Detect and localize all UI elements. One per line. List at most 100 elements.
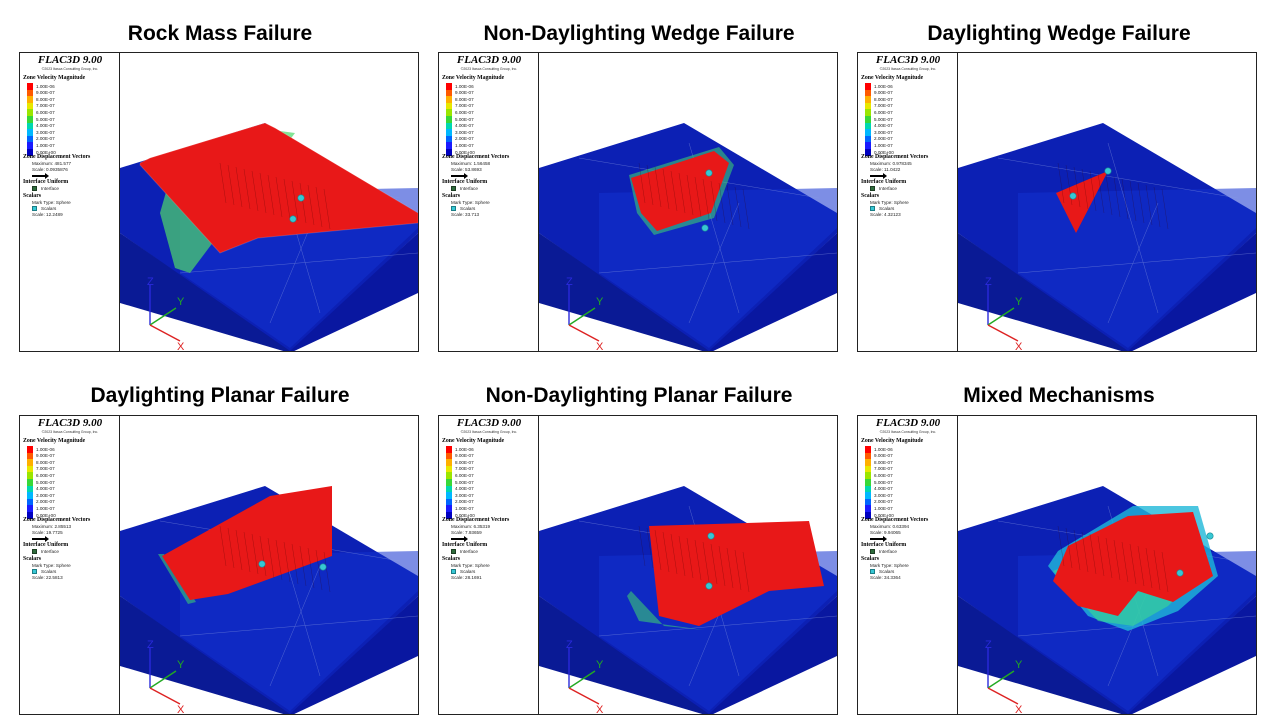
velocity-level: 6.00E-07 bbox=[36, 109, 55, 115]
color-swatch bbox=[865, 452, 871, 460]
axis-y-label: Y bbox=[177, 296, 185, 308]
axis-triad bbox=[149, 648, 181, 705]
velocity-level: 3.00E-07 bbox=[36, 492, 55, 498]
color-swatch bbox=[27, 109, 33, 116]
velocity-level: 5.00E-07 bbox=[874, 116, 893, 122]
velocity-level: 6.00E-07 bbox=[455, 472, 474, 478]
scalar-sphere-icon bbox=[705, 169, 713, 177]
interface-item: Interface bbox=[879, 186, 897, 191]
scalar-sphere-icon bbox=[289, 215, 297, 223]
color-swatch bbox=[865, 109, 871, 116]
color-swatch bbox=[27, 102, 33, 110]
color-swatch bbox=[865, 492, 871, 499]
color-swatch bbox=[865, 446, 871, 453]
scalar-scale: Scale: 4.32123 bbox=[870, 212, 901, 217]
scalars-heading: Scalars bbox=[861, 556, 880, 562]
color-swatch bbox=[865, 459, 871, 466]
model-front-face bbox=[290, 233, 418, 351]
velocity-level: 1.00E-06 bbox=[36, 446, 55, 452]
velocity-level: 7.00E-07 bbox=[36, 103, 55, 109]
displacement-maximum: Maximum: 6.35319 bbox=[451, 524, 491, 529]
velocity-level: 0.00E+00 bbox=[36, 512, 56, 518]
color-swatch bbox=[865, 485, 871, 493]
axis-triad bbox=[568, 285, 600, 342]
velocity-heading: Zone Velocity Magnitude bbox=[23, 75, 86, 81]
color-swatch bbox=[446, 116, 452, 123]
velocity-level: 2.00E-07 bbox=[36, 136, 55, 142]
scalar-sphere-icon bbox=[705, 582, 713, 590]
axis-triad bbox=[987, 648, 1019, 705]
velocity-level: 8.00E-07 bbox=[874, 459, 893, 465]
velocity-level: 5.00E-07 bbox=[874, 479, 893, 485]
model-side-face bbox=[958, 596, 1128, 714]
color-swatch bbox=[446, 505, 452, 512]
velocity-level: 7.00E-07 bbox=[455, 103, 474, 109]
mark-type: Mark Type: Sphere bbox=[32, 563, 71, 568]
color-swatch bbox=[27, 479, 33, 486]
arrow-icon bbox=[870, 173, 887, 179]
model-canvas: Z Y X bbox=[539, 123, 837, 351]
velocity-level: 4.00E-07 bbox=[455, 123, 474, 129]
color-swatch bbox=[446, 135, 452, 143]
color-swatch bbox=[27, 452, 33, 460]
velocity-level: 1.00E-06 bbox=[36, 83, 55, 89]
scalars-heading: Scalars bbox=[23, 193, 42, 199]
interface-item: Interface bbox=[879, 549, 897, 554]
panel-rock-mass: FLAC3D 9.00 ©2023 Itasca Consulting Group… bbox=[19, 52, 419, 352]
axis-x-label: X bbox=[1015, 704, 1023, 714]
displacement-scale: Scale: 11.0422 bbox=[870, 167, 901, 172]
color-swatch bbox=[865, 89, 871, 97]
legend-copyright: ©2023 Itasca Consulting Group, Inc. bbox=[879, 67, 937, 71]
displacement-heading: Zone Displacement Vectors bbox=[442, 517, 510, 523]
color-swatch bbox=[27, 446, 33, 453]
interface-heading: Interface Uniform bbox=[861, 179, 907, 185]
scalar-scale: Scale: 28.1691 bbox=[451, 575, 482, 580]
panel-title-non-daylighting-planar: Non-Daylighting Planar Failure bbox=[485, 384, 793, 407]
velocity-level: 2.00E-07 bbox=[455, 499, 474, 505]
color-swatch bbox=[865, 135, 871, 143]
legend: FLAC3D 9.00 ©2023 Itasca Consulting Group… bbox=[20, 53, 120, 351]
displacement-scale: Scale: 53.8693 bbox=[451, 167, 482, 172]
velocity-level: 1.00E-07 bbox=[874, 505, 893, 511]
axis-x-label: X bbox=[596, 704, 604, 714]
displacement-vectors bbox=[638, 525, 750, 593]
mark-type: Mark Type: Sphere bbox=[870, 200, 909, 205]
interface-item: Interface bbox=[460, 186, 478, 191]
color-swatch bbox=[865, 116, 871, 123]
scalars-swatch-icon bbox=[32, 569, 37, 574]
panel-title-non-daylighting-wedge: Non-Daylighting Wedge Failure bbox=[483, 22, 795, 45]
interface-swatch-icon bbox=[870, 186, 875, 191]
color-swatch bbox=[27, 129, 33, 136]
scalar-sphere-icon bbox=[1206, 532, 1214, 540]
velocity-level: 1.00E-07 bbox=[874, 142, 893, 148]
velocity-heading: Zone Velocity Magnitude bbox=[442, 438, 505, 444]
color-swatch bbox=[27, 485, 33, 493]
velocity-heading: Zone Velocity Magnitude bbox=[442, 75, 505, 81]
velocity-level: 1.00E-07 bbox=[36, 505, 55, 511]
displacement-scale: Scale: 19.7725 bbox=[32, 530, 63, 535]
interface-swatch-icon bbox=[32, 186, 37, 191]
color-swatch bbox=[27, 512, 33, 519]
displacement-vectors bbox=[219, 162, 331, 230]
color-swatch bbox=[27, 498, 33, 506]
scalars-heading: Scalars bbox=[442, 193, 461, 199]
displacement-heading: Zone Displacement Vectors bbox=[861, 154, 929, 160]
axis-z-label: Z bbox=[985, 639, 992, 651]
color-swatch bbox=[27, 142, 33, 149]
arrow-icon bbox=[32, 173, 49, 179]
axis-y-label: Y bbox=[596, 296, 604, 308]
color-swatch bbox=[27, 135, 33, 143]
velocity-level: 5.00E-07 bbox=[455, 479, 474, 485]
velocity-level: 7.00E-07 bbox=[874, 103, 893, 109]
color-swatch bbox=[27, 505, 33, 512]
scalar-sphere-icon bbox=[1176, 569, 1184, 577]
color-swatch bbox=[446, 89, 452, 97]
color-swatch bbox=[27, 492, 33, 499]
velocity-level: 3.00E-07 bbox=[455, 492, 474, 498]
legend-app-title: FLAC3D 9.00 bbox=[875, 54, 941, 66]
legend-copyright: ©2023 Itasca Consulting Group, Inc. bbox=[879, 430, 937, 434]
interface-lines bbox=[159, 505, 418, 687]
interface-item: Interface bbox=[41, 186, 59, 191]
velocity-heading: Zone Velocity Magnitude bbox=[861, 75, 924, 81]
axis-triad bbox=[987, 285, 1019, 342]
